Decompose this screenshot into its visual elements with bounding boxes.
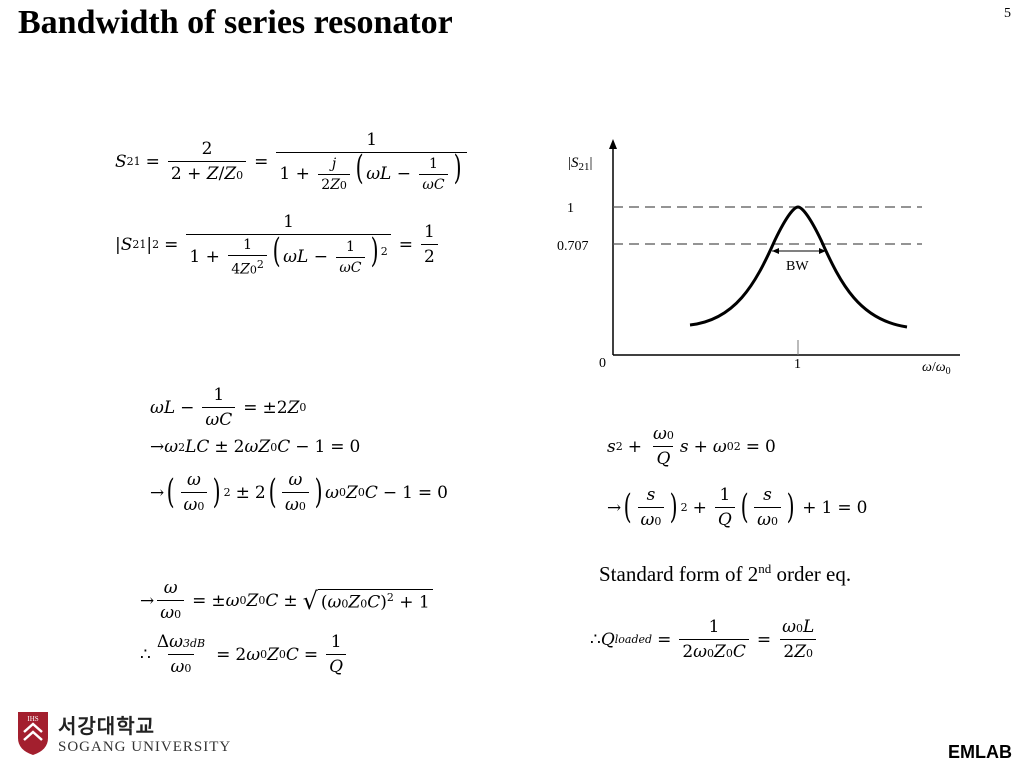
bandwidth-label: BW	[786, 259, 809, 274]
page-number: 5	[1004, 6, 1011, 21]
equation-normalized-quadratic: → (ω ω0) 2 ±2(ω ω0) ω 0 Z 0 C −1 = 0	[150, 470, 448, 515]
standard-form-caption: Standard form of 2nd order eq.	[599, 561, 852, 586]
tick-x-1: 1	[794, 357, 801, 372]
svg-text:IHS: IHS	[27, 715, 38, 723]
resonance-curve-graph: |S21| 1 0.707 0 1 ω/ω0 BW	[557, 139, 960, 377]
equation-s-normalized: → (s ω0) 2 +1 Q (s ω0) +1 = 0	[607, 485, 868, 530]
tick-y-0707: 0.707	[557, 239, 589, 254]
lab-label: EMLAB	[948, 742, 1012, 762]
university-name-korean: 서강대학교	[58, 714, 155, 738]
equation-quadratic: → ω 2 LC ±2 ωZ 0 C −1 = 0	[150, 437, 361, 457]
university-emblem: IHS	[18, 712, 48, 755]
resonance-curve	[689, 205, 908, 329]
tick-origin: 0	[599, 356, 606, 371]
slide-title: Bandwidth of series resonator	[18, 4, 453, 41]
university-name-english: SOGANG UNIVERSITY	[58, 739, 232, 755]
equation-s-domain: s 2 + ω0 Q s + ω 0 2 = 0	[607, 424, 776, 469]
y-axis-arrow	[609, 139, 617, 149]
tick-y-1: 1	[567, 201, 574, 216]
y-axis-label: |S21|	[568, 155, 593, 173]
university-logo: IHS 서강대학교 SOGANG UNIVERSITY	[16, 710, 231, 756]
equation-solution: → ω ω0 = ± ω 0 Z 0 C ± √ (ω0Z0C)2 + 1	[140, 578, 433, 623]
x-axis-label: ω/ω0	[922, 360, 951, 377]
equation-bandwidth-condition: ωL − 1 ωC = ±2 Z 0	[150, 385, 307, 430]
